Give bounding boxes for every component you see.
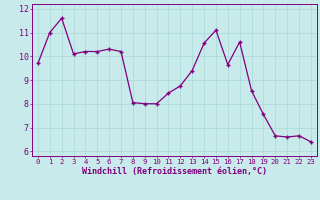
X-axis label: Windchill (Refroidissement éolien,°C): Windchill (Refroidissement éolien,°C) [82,167,267,176]
